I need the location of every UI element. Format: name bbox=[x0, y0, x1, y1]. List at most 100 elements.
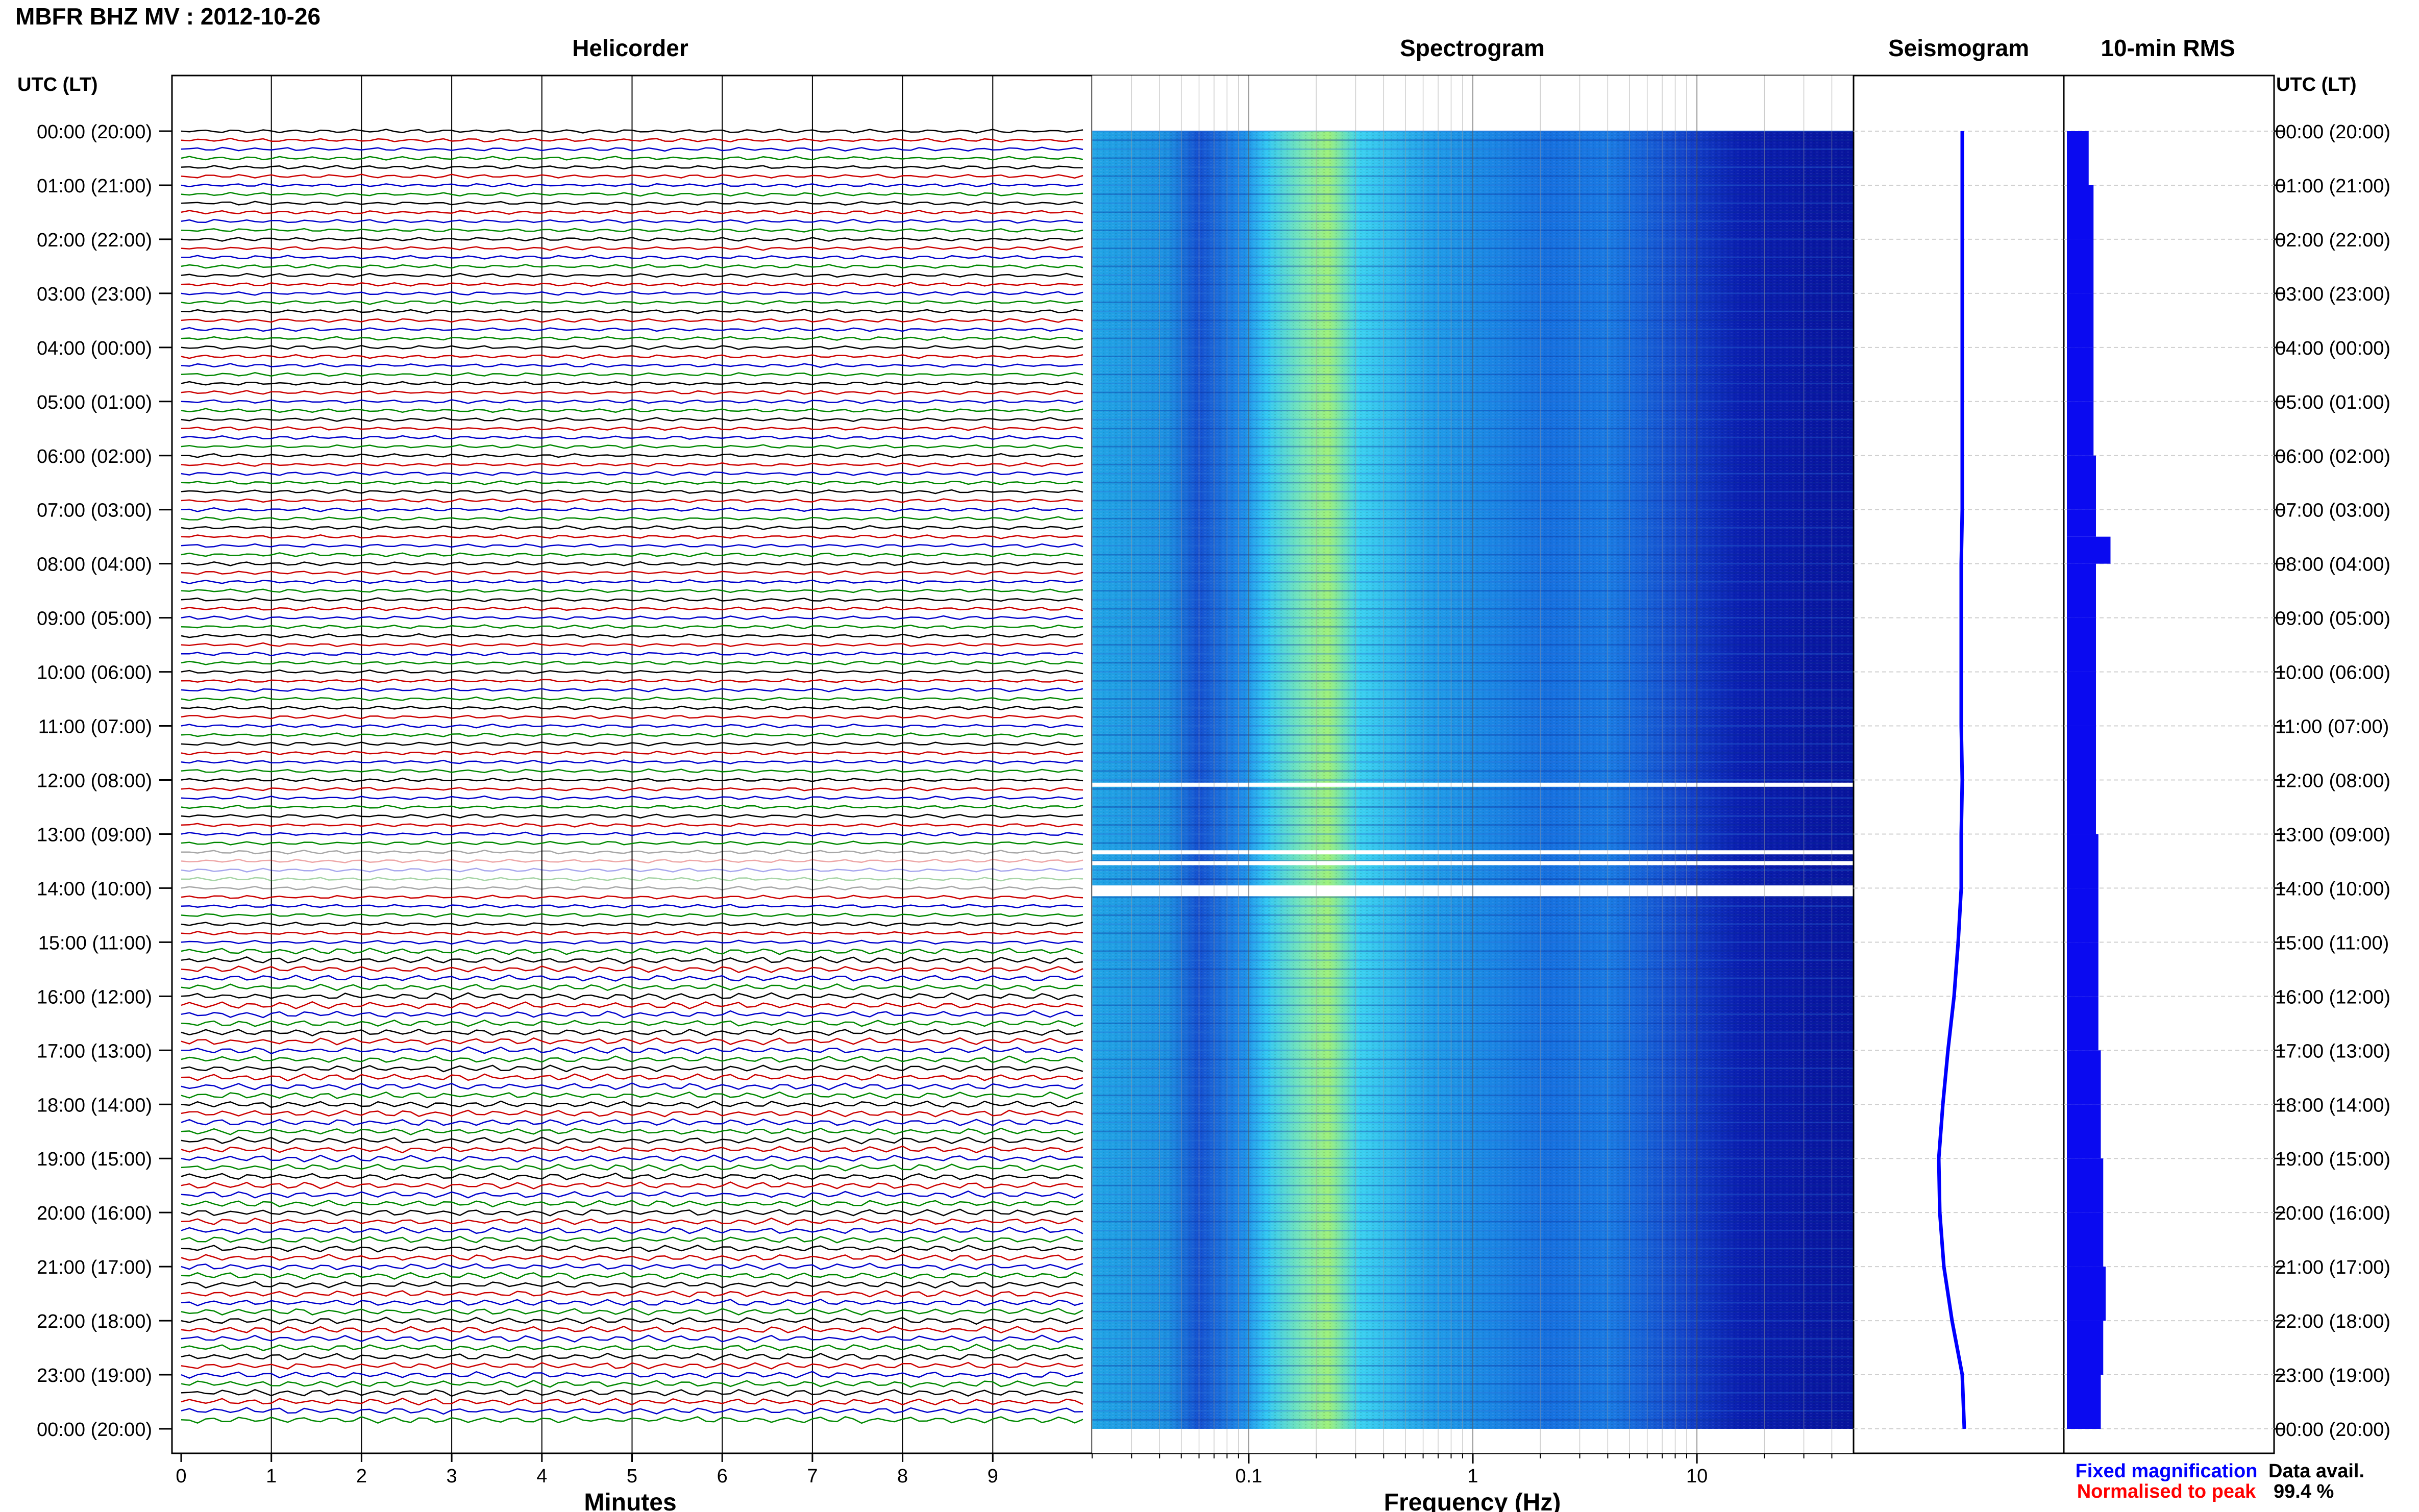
helicorder-trace bbox=[181, 823, 1083, 828]
helicorder-trace bbox=[181, 849, 1083, 855]
time-tick-right: 20:00 (16:00) bbox=[2275, 1203, 2390, 1224]
time-tick-right: 14:00 (10:00) bbox=[2275, 878, 2390, 900]
helicorder-trace bbox=[181, 1046, 1083, 1055]
helicorder-trace bbox=[181, 669, 1083, 675]
rms-bar bbox=[2067, 834, 2099, 888]
helicorder-trace bbox=[181, 877, 1083, 882]
helicorder-trace bbox=[181, 930, 1083, 936]
time-axis-label-right: UTC (LT) bbox=[2276, 74, 2357, 95]
helicorder-trace bbox=[181, 137, 1083, 143]
helicorder-trace bbox=[181, 525, 1083, 530]
helicorder-trace bbox=[181, 1280, 1083, 1289]
helicorder-trace bbox=[181, 516, 1083, 521]
helicorder-trace bbox=[181, 489, 1083, 494]
helicorder-trace bbox=[181, 1344, 1083, 1352]
rms-bars bbox=[2067, 131, 2111, 1429]
helicorder-trace bbox=[181, 210, 1083, 215]
helicorder-trace bbox=[181, 741, 1083, 747]
helicorder-trace bbox=[181, 1361, 1083, 1370]
time-tick-left: 20:00 (16:00) bbox=[37, 1203, 152, 1224]
helicorder-trace bbox=[181, 309, 1083, 314]
rms-bar bbox=[2067, 455, 2096, 510]
helicorder-trace bbox=[181, 922, 1083, 927]
time-tick-right: 15:00 (11:00) bbox=[2275, 932, 2389, 954]
helicorder-trace bbox=[181, 1154, 1083, 1163]
time-tick-labels-left: 00:00 (20:00) 01:00 (21:00) 02:00 (22:00) 0… bbox=[37, 121, 172, 1441]
rms-bar bbox=[2067, 536, 2111, 564]
helicorder-traces bbox=[181, 129, 1083, 1424]
helicorder-trace bbox=[181, 1325, 1083, 1334]
helicorder-trace bbox=[181, 1245, 1083, 1253]
minute-tick-label: 8 bbox=[897, 1466, 908, 1487]
helicorder-trace bbox=[181, 750, 1083, 756]
helicorder-trace bbox=[181, 1317, 1083, 1325]
time-tick-left: 01:00 (21:00) bbox=[37, 176, 152, 197]
time-tick-left: 19:00 (15:00) bbox=[37, 1149, 152, 1170]
time-tick-left: 22:00 (18:00) bbox=[37, 1311, 152, 1332]
time-tick-left: 11:00 (07:00) bbox=[38, 716, 152, 738]
time-tick-left: 05:00 (01:00) bbox=[37, 392, 152, 413]
helicorder-trace bbox=[181, 867, 1083, 873]
time-tick-labels-right: 00:00 (20:00) 01:00 (21:00) 02:00 (22:00) 0… bbox=[2274, 121, 2390, 1441]
time-tick-left: 07:00 (03:00) bbox=[37, 500, 152, 522]
helicorder-trace bbox=[181, 831, 1083, 837]
helicorder-trace bbox=[181, 1253, 1083, 1261]
helicorder-trace bbox=[181, 588, 1083, 593]
helicorder-trace bbox=[181, 480, 1083, 485]
rms-panel bbox=[2063, 75, 2275, 1454]
helicorder-trace bbox=[181, 1371, 1083, 1379]
time-tick-right: 10:00 (06:00) bbox=[2275, 662, 2390, 684]
time-tick-left: 18:00 (14:00) bbox=[37, 1095, 152, 1116]
helicorder-trace bbox=[181, 1389, 1083, 1397]
helicorder-trace bbox=[181, 1181, 1083, 1189]
time-tick-right: 09:00 (05:00) bbox=[2275, 608, 2390, 630]
time-tick-right: 22:00 (18:00) bbox=[2275, 1311, 2390, 1332]
rms-bar bbox=[2067, 347, 2094, 402]
rms-bar bbox=[2067, 1104, 2101, 1159]
helicorder-trace bbox=[181, 344, 1083, 350]
time-tick-left: 04:00 (00:00) bbox=[37, 338, 152, 359]
rms-bar bbox=[2067, 401, 2094, 456]
spectrogram-xlabel: Frequency (Hz) bbox=[1384, 1489, 1561, 1512]
minute-tick-label: 6 bbox=[717, 1466, 728, 1487]
minute-tick-label: 4 bbox=[536, 1466, 547, 1487]
helicorder-trace bbox=[181, 947, 1083, 955]
helicorder-trace bbox=[181, 245, 1083, 251]
helicorder-trace bbox=[181, 903, 1083, 909]
helicorder-trace bbox=[181, 1001, 1083, 1009]
time-tick-left: 08:00 (04:00) bbox=[37, 554, 152, 576]
helicorder-trace bbox=[181, 1163, 1083, 1172]
helicorder-trace bbox=[181, 1127, 1083, 1135]
time-tick-right: 03:00 (23:00) bbox=[2275, 284, 2390, 305]
spectrogram-panel-title: Spectrogram bbox=[1400, 35, 1545, 61]
minute-tick-label: 1 bbox=[266, 1466, 277, 1487]
helicorder-trace bbox=[181, 453, 1083, 458]
helicorder-trace bbox=[181, 272, 1083, 278]
helicorder-xlabel: Minutes bbox=[584, 1489, 676, 1512]
minute-tick-label: 3 bbox=[447, 1466, 457, 1487]
helicorder-trace bbox=[181, 956, 1083, 964]
helicorder-trace bbox=[181, 228, 1083, 233]
frequency-tick-label: 10 bbox=[1686, 1466, 1708, 1487]
helicorder-trace bbox=[181, 218, 1083, 224]
helicorder-trace bbox=[181, 1010, 1083, 1019]
helicorder-trace bbox=[181, 1172, 1083, 1181]
rms-gridlines bbox=[2064, 131, 2274, 1429]
time-tick-left: 00:00 (20:00) bbox=[37, 121, 152, 143]
rms-bar bbox=[2067, 185, 2094, 239]
time-tick-right: 18:00 (14:00) bbox=[2275, 1095, 2390, 1116]
minute-tick-label: 0 bbox=[176, 1466, 186, 1487]
helicorder-trace bbox=[181, 768, 1083, 774]
legend-normalised-to-peak: Normalised to peak bbox=[2077, 1481, 2256, 1502]
data-availability-label: Data avail. bbox=[2268, 1460, 2364, 1482]
helicorder-trace bbox=[181, 1037, 1083, 1046]
rms-bar bbox=[2067, 888, 2099, 943]
time-tick-left: 12:00 (08:00) bbox=[37, 771, 152, 792]
helicorder-trace bbox=[181, 912, 1083, 918]
helicorder-trace bbox=[181, 237, 1083, 242]
helicorder-trace bbox=[181, 723, 1083, 729]
helicorder-trace bbox=[181, 1109, 1083, 1118]
helicorder-trace bbox=[181, 885, 1083, 891]
helicorder-trace bbox=[181, 1208, 1083, 1217]
